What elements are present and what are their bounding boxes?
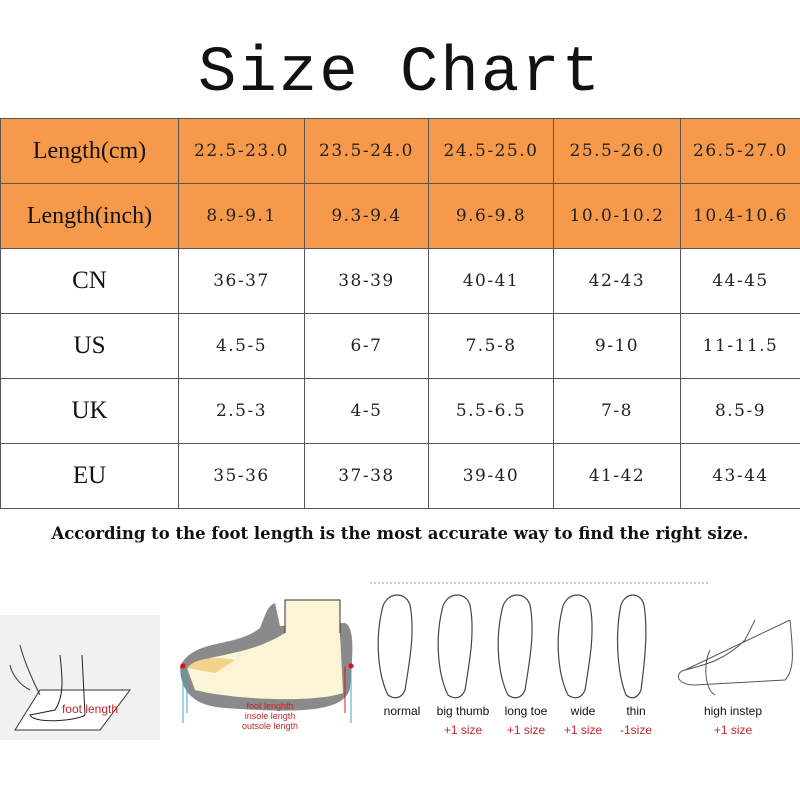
size-cell: 36-37 — [178, 248, 305, 314]
row-label: US — [0, 313, 179, 379]
outsole-length-label: outsole length — [241, 721, 299, 731]
foot-type-label: thin — [626, 704, 646, 718]
size-cell: 10.4-10.6 — [680, 183, 800, 249]
high-instep-drawing — [677, 620, 793, 696]
foot-length-shoe-label: foot lenghth — [246, 701, 294, 711]
size-cell: 9.3-9.4 — [304, 183, 429, 249]
page-title: Size Chart — [197, 38, 603, 110]
size-cell: 25.5-26.0 — [553, 118, 681, 184]
size-cell: 23.5-24.0 — [304, 118, 429, 184]
size-cell: 4.5-5 — [178, 313, 305, 379]
foot-length-label: foot length — [61, 702, 119, 716]
size-cell: 35-36 — [178, 443, 305, 509]
size-adjust-label: +1 size — [563, 723, 603, 737]
size-table: Length(cm) 22.5-23.0 23.5-24.0 24.5-25.0 25.… — [0, 118, 800, 509]
size-cell: 7.5-8 — [428, 313, 554, 379]
size-cell: 38-39 — [304, 248, 429, 314]
size-cell: 4-5 — [304, 378, 429, 444]
foot-measure-drawing — [0, 615, 160, 740]
size-cell: 37-38 — [304, 443, 429, 509]
table-row: UK 2.5-3 4-5 5.5-6.5 7-8 8.5-9 — [0, 378, 800, 444]
size-cell: 26.5-27.0 — [680, 118, 800, 184]
measurement-note: According to the foot length is the most… — [51, 524, 749, 543]
size-cell: 41-42 — [553, 443, 681, 509]
row-label: Length(inch) — [0, 183, 179, 249]
table-row: Length(inch) 8.9-9.1 9.3-9.4 9.6-9.8 10.0-10… — [0, 183, 800, 249]
table-row: Length(cm) 22.5-23.0 23.5-24.0 24.5-25.0 25.… — [0, 118, 800, 184]
row-label: CN — [0, 248, 179, 314]
size-adjust-label: +1 size — [506, 723, 546, 737]
size-cell: 2.5-3 — [178, 378, 305, 444]
size-cell: 7-8 — [553, 378, 681, 444]
table-row: CN 36-37 38-39 40-41 42-43 44-45 — [0, 248, 800, 314]
size-cell: 8.5-9 — [680, 378, 800, 444]
size-cell: 40-41 — [428, 248, 554, 314]
size-cell: 42-43 — [553, 248, 681, 314]
size-cell: 9-10 — [553, 313, 681, 379]
size-cell: 10.0-10.2 — [553, 183, 681, 249]
foot-type-label: wide — [570, 704, 596, 718]
size-cell: 11-11.5 — [680, 313, 800, 379]
size-adjust-label: +1 size — [443, 723, 483, 737]
size-cell: 44-45 — [680, 248, 800, 314]
size-adjust-label: -1size — [619, 723, 652, 737]
row-label: EU — [0, 443, 179, 509]
table-row: EU 35-36 37-38 39-40 41-42 43-44 — [0, 443, 800, 509]
foot-type-label: long toe — [504, 704, 548, 718]
size-cell: 8.9-9.1 — [178, 183, 305, 249]
size-cell: 9.6-9.8 — [428, 183, 554, 249]
foot-type-label: normal — [383, 704, 421, 718]
table-row: US 4.5-5 6-7 7.5-8 9-10 11-11.5 — [0, 313, 800, 379]
row-label: UK — [0, 378, 179, 444]
size-cell: 6-7 — [304, 313, 429, 379]
size-cell: 5.5-6.5 — [428, 378, 554, 444]
row-label: Length(cm) — [0, 118, 179, 184]
size-cell: 43-44 — [680, 443, 800, 509]
foot-type-label: big thumb — [436, 704, 490, 718]
foot-types-drawing — [370, 582, 710, 699]
shoe-drawing — [180, 599, 354, 723]
foot-type-label: high instep — [703, 704, 763, 718]
size-cell: 22.5-23.0 — [178, 118, 305, 184]
size-adjust-label: +1 size — [713, 723, 753, 737]
insole-length-label: insole length — [244, 711, 296, 721]
size-cell: 39-40 — [428, 443, 554, 509]
size-cell: 24.5-25.0 — [428, 118, 554, 184]
